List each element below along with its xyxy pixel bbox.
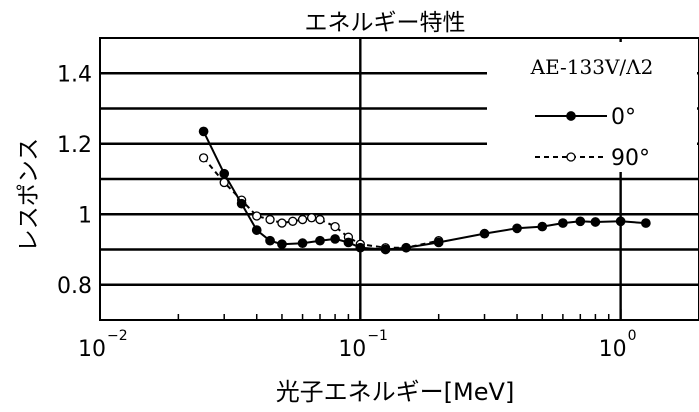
data-point [512, 223, 522, 234]
x-tick-base: 10 [599, 337, 627, 362]
y-tick-label: 1.4 [57, 62, 92, 87]
y-tick-label: 1 [78, 203, 92, 228]
data-point [315, 214, 325, 225]
legend-header: AE-133V/Λ2 [530, 55, 654, 79]
data-point [198, 126, 209, 137]
data-point [219, 168, 230, 179]
data-point [479, 228, 490, 239]
data-point [641, 218, 651, 228]
data-point [306, 213, 317, 223]
data-point [251, 225, 262, 235]
data-point [198, 153, 209, 163]
y-tick-label: 1.2 [57, 133, 92, 158]
legend: AE-133V/Λ2 0° 90° [530, 55, 654, 171]
y-tick-label: 0.8 [57, 274, 92, 299]
x-tick-label: 100 [599, 328, 637, 362]
x-axis-label: 光子エネルギー[MeV] [276, 378, 515, 406]
x-tick-base: 10 [338, 337, 366, 362]
legend-label: 90° [611, 146, 650, 171]
legend-label: 0° [611, 105, 636, 130]
data-point [401, 242, 412, 253]
data-point [277, 239, 287, 250]
data-point [330, 234, 340, 244]
plot-frame [99, 37, 699, 321]
chart-title: エネルギー特性 [305, 10, 466, 36]
data-point [380, 244, 391, 255]
data-point [315, 235, 325, 246]
gridlines [100, 72, 699, 286]
legend-item: 0° [535, 105, 636, 130]
data-point [265, 214, 275, 225]
data-point [297, 238, 308, 249]
data-point [558, 218, 568, 228]
data-point [265, 235, 275, 246]
data-series [198, 126, 651, 255]
legend-marker [566, 111, 576, 121]
data-point [433, 237, 444, 248]
data-point [252, 211, 262, 221]
axis-ticks [99, 309, 699, 320]
x-tick-base: 10 [78, 337, 106, 362]
data-point [297, 214, 308, 225]
data-point [288, 216, 298, 226]
series-0deg [198, 126, 651, 255]
data-point [330, 221, 340, 232]
data-point [236, 198, 247, 209]
legend-marker [566, 152, 576, 162]
x-tick-label: 10−1 [338, 328, 388, 362]
data-point [615, 216, 626, 227]
legend-background [487, 42, 697, 172]
data-point [355, 242, 366, 253]
data-point [590, 217, 601, 227]
series-line [202, 130, 646, 251]
legend-item: 90° [535, 146, 650, 171]
data-point [575, 216, 586, 227]
data-point [537, 221, 548, 232]
data-point [277, 218, 287, 228]
x-tick-exponent: 0 [628, 328, 637, 344]
data-point [343, 237, 354, 248]
y-tick-labels: 0.8 1 1.2 1.4 [57, 62, 92, 299]
y-axis-label: レスポンス [16, 138, 42, 253]
x-tick-exponent: −2 [107, 328, 128, 344]
x-tick-label: 10−2 [78, 328, 128, 362]
x-tick-exponent: −1 [367, 328, 388, 344]
